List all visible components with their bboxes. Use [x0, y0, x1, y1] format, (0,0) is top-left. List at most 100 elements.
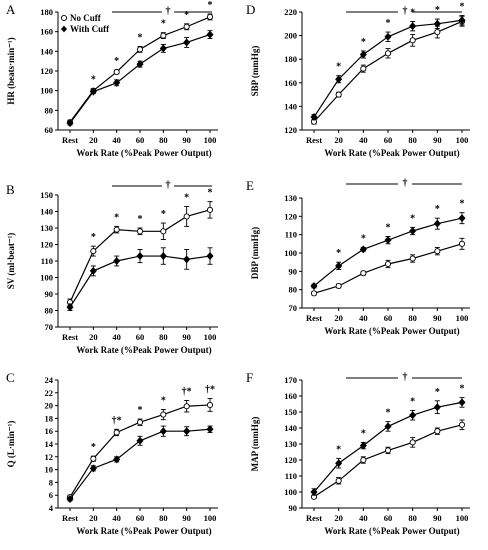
- significance-mark-e: *: [460, 199, 465, 210]
- data-point-with-cuff-a: [159, 44, 167, 53]
- legend-marker-with-cuff: [61, 25, 67, 33]
- data-point-no-cuff-e: [310, 290, 318, 297]
- data-point-with-cuff-a: [183, 38, 191, 47]
- data-point-no-cuff-a: [136, 46, 144, 53]
- significance-mark-a: *: [208, 0, 213, 11]
- y-tick-label-f: 170: [284, 375, 297, 385]
- x-tick-label-d: 90: [433, 135, 442, 145]
- x-axis-label-b: Work Rate (%Peak Power Output): [76, 345, 211, 355]
- y-axis-label-e: DBP (mmHg): [250, 227, 260, 279]
- x-tick-label-f: 90: [433, 513, 442, 523]
- data-point-no-cuff-b: [90, 248, 97, 255]
- y-tick-label-f: 130: [284, 439, 297, 449]
- y-tick-label-d: 220: [284, 7, 297, 17]
- panel-letter-d: D: [246, 2, 255, 17]
- significance-mark-e: *: [336, 248, 341, 259]
- y-tick-label-f: 90: [289, 503, 298, 513]
- dagger-symbol-a: †: [166, 6, 171, 17]
- significance-mark-c: †*: [205, 385, 215, 396]
- x-tick-label-f: 80: [408, 513, 417, 523]
- significance-mark-d: *: [460, 2, 465, 13]
- series-line-no-cuff-f: [313, 424, 463, 498]
- dagger-symbol-e: †: [403, 178, 408, 189]
- y-tick-label-f: 160: [284, 391, 297, 401]
- data-point-with-cuff-e: [433, 219, 441, 228]
- x-tick-label-b: Rest: [62, 332, 78, 342]
- data-point-with-cuff-f: [433, 403, 441, 412]
- x-tick-label-a: 20: [89, 135, 98, 145]
- significance-mark-e: *: [435, 204, 440, 215]
- y-tick-label-b: 140: [40, 207, 53, 217]
- data-point-with-cuff-e: [310, 281, 318, 291]
- data-point-no-cuff-e: [458, 240, 466, 247]
- x-tick-label-e: 40: [359, 313, 368, 323]
- x-tick-label-f: 60: [384, 513, 393, 523]
- x-tick-label-c: 90: [182, 513, 191, 523]
- significance-mark-f: *: [435, 387, 440, 398]
- data-point-no-cuff-e: [360, 270, 367, 277]
- y-tick-label-b: 130: [40, 223, 53, 233]
- data-point-with-cuff-c: [159, 427, 167, 436]
- data-point-with-cuff-c: [136, 436, 144, 445]
- data-point-with-cuff-a: [89, 87, 97, 96]
- y-tick-label-e: 70: [289, 303, 298, 313]
- data-point-with-cuff-f: [359, 441, 367, 450]
- data-point-no-cuff-f: [335, 477, 342, 484]
- data-point-no-cuff-c: [90, 455, 97, 462]
- x-axis-label-f: Work Rate (%Peak Power Output): [324, 526, 459, 536]
- x-tick-label-f: Rest: [306, 513, 322, 523]
- significance-mark-b: *: [114, 212, 119, 223]
- data-point-no-cuff-c: [206, 401, 214, 409]
- y-tick-label-c: 4: [49, 503, 54, 513]
- y-tick-label-c: 10: [45, 465, 54, 475]
- data-point-no-cuff-b: [183, 213, 190, 220]
- significance-mark-a: *: [184, 10, 189, 21]
- y-tick-label-c: 16: [45, 426, 54, 436]
- x-tick-label-a: 90: [182, 135, 191, 145]
- significance-mark-a: *: [114, 56, 119, 67]
- y-tick-label-c: 24: [45, 375, 54, 385]
- y-tick-label-d: 200: [284, 31, 297, 41]
- y-tick-label-a: 140: [40, 46, 53, 56]
- data-point-with-cuff-c: [183, 427, 191, 436]
- data-point-no-cuff-c: [160, 411, 167, 418]
- y-tick-label-f: 150: [284, 407, 297, 417]
- x-tick-label-f: 20: [334, 513, 343, 523]
- y-tick-label-c: 14: [45, 439, 54, 449]
- y-tick-label-c: 22: [45, 388, 54, 398]
- panel-letter-f: F: [246, 370, 253, 385]
- y-tick-label-a: 60: [45, 125, 54, 135]
- y-tick-label-d: 120: [284, 125, 297, 135]
- x-tick-label-e: 80: [408, 313, 417, 323]
- data-point-with-cuff-a: [136, 60, 144, 69]
- y-tick-label-b: 70: [45, 322, 54, 332]
- series-line-with-cuff-b: [69, 255, 211, 308]
- data-point-with-cuff-b: [159, 252, 167, 261]
- y-axis-label-d: SBP (mmHg): [250, 46, 260, 97]
- panel-letter-e: E: [246, 178, 254, 193]
- significance-mark-c: *: [161, 395, 166, 406]
- data-point-no-cuff-f: [434, 428, 441, 435]
- significance-mark-a: *: [138, 32, 143, 43]
- data-point-no-cuff-d: [409, 37, 416, 44]
- data-point-with-cuff-d: [384, 32, 392, 41]
- significance-mark-f: *: [460, 384, 465, 395]
- data-point-no-cuff-e: [335, 282, 342, 290]
- x-tick-label-e: Rest: [306, 313, 322, 323]
- data-point-no-cuff-e: [384, 260, 392, 268]
- panel-letter-c: C: [6, 370, 15, 385]
- significance-mark-e: *: [386, 223, 391, 234]
- significance-mark-b: *: [184, 193, 189, 204]
- x-axis-label-e: Work Rate (%Peak Power Output): [324, 326, 459, 336]
- x-tick-label-d: Rest: [306, 135, 322, 145]
- significance-mark-d: *: [410, 7, 415, 18]
- x-tick-label-d: 20: [334, 135, 343, 145]
- y-tick-label-f: 100: [284, 487, 297, 497]
- x-tick-label-a: Rest: [62, 135, 78, 145]
- x-tick-label-b: 20: [89, 332, 98, 342]
- x-tick-label-c: 20: [89, 513, 98, 523]
- panel-e: E 70 80 90 100 110 120 130 Rest 20 40 60 80 90 100 Work…: [246, 178, 470, 336]
- x-axis-label-d: Work Rate (%Peak Power Output): [324, 148, 459, 158]
- data-point-with-cuff-c: [206, 425, 214, 434]
- x-tick-label-d: 80: [408, 135, 417, 145]
